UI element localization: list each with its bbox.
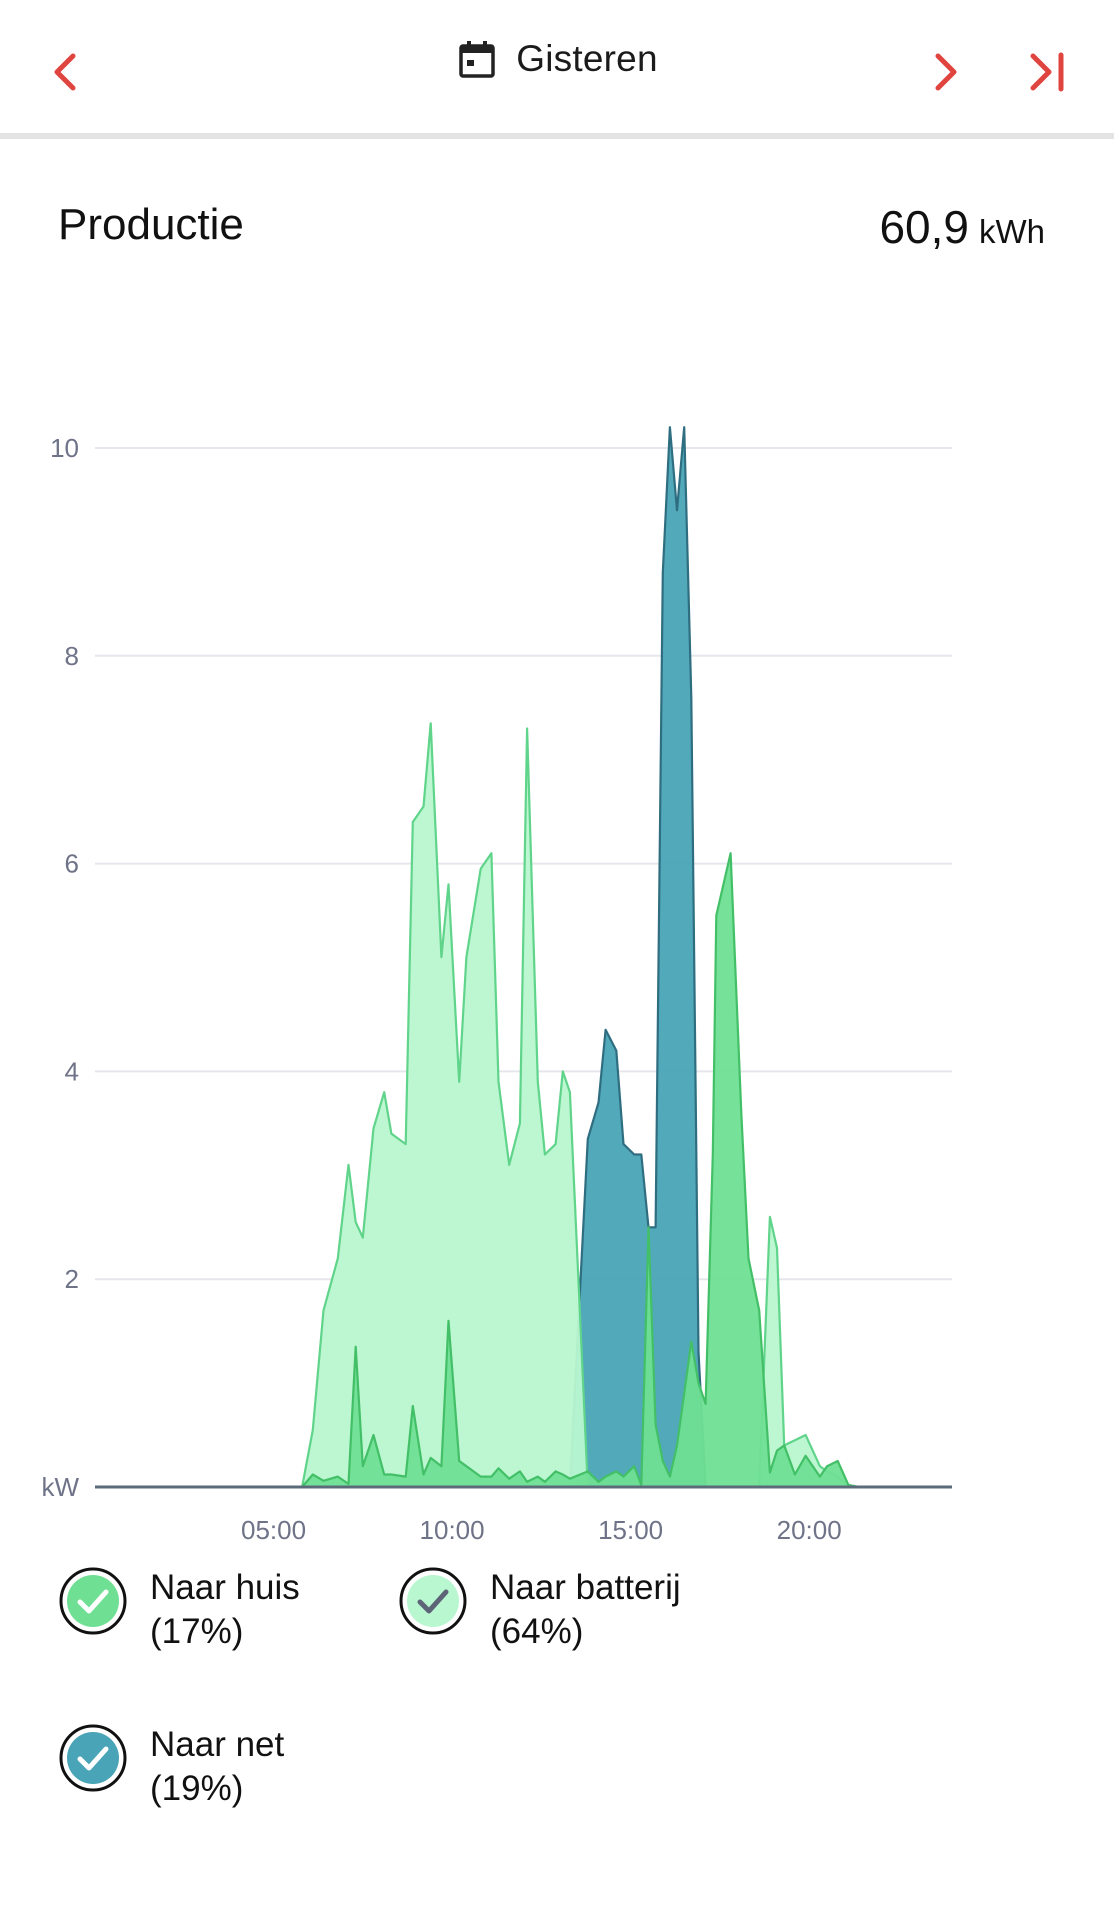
legend-percent: (64%) bbox=[490, 1612, 584, 1651]
legend-label: Naar batterij bbox=[490, 1568, 681, 1607]
legend-label: Naar net bbox=[150, 1725, 285, 1764]
series-line-naar-huis bbox=[95, 852, 952, 1489]
checkbox-checked-icon bbox=[59, 1724, 127, 1792]
y-tick-label: 6 bbox=[65, 849, 79, 879]
checkbox-checked-icon bbox=[399, 1567, 467, 1635]
series-area-naar-huis bbox=[95, 853, 952, 1487]
legend-item-naar-batterij[interactable]: Naar batterij (64%) bbox=[398, 1566, 681, 1654]
y-tick-label: 4 bbox=[65, 1056, 79, 1086]
y-unit-label: kW bbox=[41, 1472, 79, 1502]
next-day-button[interactable] bbox=[911, 40, 981, 104]
y-tick-label: 2 bbox=[65, 1264, 79, 1294]
x-tick-label: 05:00 bbox=[241, 1515, 306, 1540]
total-unit: kWh bbox=[979, 213, 1045, 250]
top-bar-divider bbox=[0, 133, 1114, 139]
legend-item-naar-net[interactable]: Naar net (19%) bbox=[58, 1723, 284, 1811]
chevron-left-icon bbox=[54, 53, 76, 91]
legend-percent: (17%) bbox=[150, 1612, 244, 1651]
date-label: Gisteren bbox=[516, 38, 658, 79]
calendar-icon bbox=[459, 41, 496, 78]
legend-item-naar-huis[interactable]: Naar huis (17%) bbox=[58, 1566, 300, 1654]
skip-to-today-button[interactable] bbox=[1014, 40, 1084, 104]
series-area-naar-batterij bbox=[95, 723, 952, 1487]
date-selector[interactable]: Gisteren bbox=[0, 38, 1114, 80]
legend-label: Naar huis bbox=[150, 1568, 300, 1607]
production-chart-svg: 2 4 6 8 10 kW 05:00 10:00 15:00 20:00 bbox=[41, 426, 952, 1540]
top-bar bbox=[0, 0, 1114, 136]
production-total: 60,9 kWh bbox=[879, 200, 1045, 254]
checkbox-checked-icon bbox=[59, 1567, 127, 1635]
previous-day-button[interactable] bbox=[30, 40, 100, 104]
y-tick-label: 8 bbox=[65, 641, 79, 671]
x-tick-label: 10:00 bbox=[420, 1515, 485, 1540]
chevron-right-icon bbox=[935, 53, 957, 91]
total-value: 60,9 bbox=[879, 201, 969, 253]
legend-percent: (19%) bbox=[150, 1769, 244, 1808]
skip-to-end-icon bbox=[1030, 52, 1064, 92]
x-tick-label: 20:00 bbox=[777, 1515, 842, 1540]
production-chart[interactable]: 2 4 6 8 10 kW 05:00 10:00 15:00 20:00 bbox=[0, 300, 1114, 1540]
production-title: Productie bbox=[58, 200, 244, 249]
x-tick-label: 15:00 bbox=[598, 1515, 663, 1540]
y-tick-label: 10 bbox=[50, 433, 79, 463]
